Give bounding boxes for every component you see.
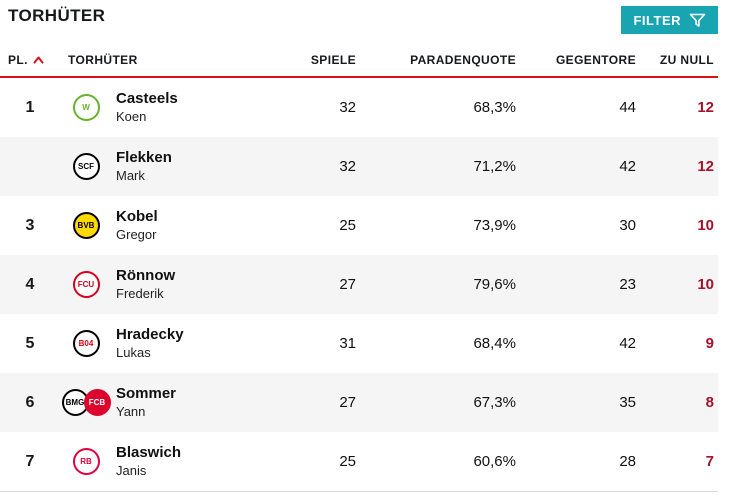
club-logos: BVB — [60, 212, 112, 239]
clean-sheets-cell: 10 — [697, 217, 714, 234]
place-cell: 1 — [25, 98, 35, 116]
games-cell: 25 — [339, 453, 356, 470]
save-rate-cell: 71,2% — [473, 158, 516, 175]
goals-against-cell: 44 — [619, 99, 636, 116]
goalkeeper-stats-widget: TORHÜTER FILTER PL. TORHÜTER SPIELE — [0, 0, 718, 492]
chevron-up-icon — [33, 56, 44, 64]
save-rate-cell: 67,3% — [473, 394, 516, 411]
club-logos: B04 — [60, 330, 112, 357]
player-last-name: Blaswich — [116, 444, 182, 461]
leverkusen-logo: B04 — [72, 330, 100, 357]
clean-sheets-cell: 8 — [705, 394, 714, 411]
column-header-clean-sheets[interactable]: ZU NULL — [659, 53, 714, 67]
player-name-cell: Rönnow Frederik — [112, 267, 290, 302]
table-row[interactable]: SCF Flekken Mark 32 71,2% 42 12 — [0, 137, 718, 196]
table-row[interactable]: 7 RB Blaswich Janis 25 60,6% 28 7 — [0, 432, 718, 491]
table-row[interactable]: 5 B04 Hradecky Lukas 31 68,4% 42 9 — [0, 314, 718, 373]
column-header-place-label: PL. — [8, 53, 28, 67]
player-first-name: Janis — [116, 462, 147, 478]
column-header-place[interactable]: PL. — [0, 53, 60, 67]
goals-against-cell: 35 — [619, 394, 636, 411]
player-first-name: Yann — [116, 403, 146, 419]
games-cell: 25 — [339, 217, 356, 234]
club-logos: BMG FCB — [60, 389, 112, 416]
goals-against-cell: 42 — [619, 158, 636, 175]
club-logos: SCF — [60, 153, 112, 180]
dortmund-logo: BVB — [72, 212, 100, 239]
player-last-name: Hradecky — [116, 326, 184, 343]
column-header-player[interactable]: TORHÜTER — [68, 53, 138, 67]
clean-sheets-cell: 7 — [705, 453, 714, 470]
goals-against-cell: 28 — [619, 453, 636, 470]
games-cell: 27 — [339, 394, 356, 411]
table-row[interactable]: 6 BMG FCB Sommer Yann 27 67,3% 35 8 — [0, 373, 718, 432]
wolfsburg-logo: W — [72, 94, 100, 121]
leipzig-logo: RB — [72, 448, 100, 475]
place-cell: 6 — [25, 393, 35, 411]
column-header-goals-against[interactable]: GEGENTORE — [555, 53, 636, 67]
games-cell: 32 — [339, 99, 356, 116]
clean-sheets-cell: 12 — [697, 158, 714, 175]
player-first-name: Frederik — [116, 285, 164, 301]
topbar: TORHÜTER FILTER — [0, 0, 718, 44]
save-rate-cell: 73,9% — [473, 217, 516, 234]
player-name-cell: Hradecky Lukas — [112, 326, 290, 361]
player-name-cell: Sommer Yann — [112, 385, 290, 420]
place-cell: 3 — [25, 216, 35, 234]
clean-sheets-cell: 10 — [697, 276, 714, 293]
clean-sheets-cell: 12 — [697, 99, 714, 116]
filter-button-label: FILTER — [633, 12, 681, 28]
table-row[interactable]: 4 FCU Rönnow Frederik 27 79,6% 23 10 — [0, 255, 718, 314]
games-cell: 31 — [339, 335, 356, 352]
save-rate-cell: 68,3% — [473, 99, 516, 116]
bayern-logo: FCB — [83, 389, 111, 416]
freiburg-logo: SCF — [72, 153, 100, 180]
club-logos: FCU — [60, 271, 112, 298]
place-cell: 7 — [25, 452, 35, 470]
filter-button[interactable]: FILTER — [621, 6, 718, 34]
place-cell: 4 — [25, 275, 35, 293]
column-header-games[interactable]: SPIELE — [310, 53, 356, 67]
player-last-name: Rönnow — [116, 267, 176, 284]
player-first-name: Lukas — [116, 344, 151, 360]
page-title: TORHÜTER — [8, 6, 106, 25]
player-first-name: Mark — [116, 167, 145, 183]
player-name-cell: Blaswich Janis — [112, 444, 290, 479]
clean-sheets-cell: 9 — [705, 335, 714, 352]
games-cell: 27 — [339, 276, 356, 293]
player-name-cell: Flekken Mark — [112, 149, 290, 184]
goals-against-cell: 30 — [619, 217, 636, 234]
player-name-cell: Casteels Koen — [112, 90, 290, 125]
goalkeeper-table: PL. TORHÜTER SPIELE PARADENQUOTE GEGENTO… — [0, 44, 718, 492]
player-first-name: Koen — [116, 108, 147, 124]
player-first-name: Gregor — [116, 226, 157, 242]
player-last-name: Kobel — [116, 208, 158, 225]
column-header-save-rate[interactable]: PARADENQUOTE — [410, 53, 516, 67]
save-rate-cell: 60,6% — [473, 453, 516, 470]
table-header-row: PL. TORHÜTER SPIELE PARADENQUOTE GEGENTO… — [0, 44, 718, 78]
player-last-name: Sommer — [116, 385, 177, 402]
goals-against-cell: 42 — [619, 335, 636, 352]
save-rate-cell: 79,6% — [473, 276, 516, 293]
goals-against-cell: 23 — [619, 276, 636, 293]
table-body: 1 W Casteels Koen 32 68,3% 44 12 SCF Fle… — [0, 78, 718, 491]
games-cell: 32 — [339, 158, 356, 175]
save-rate-cell: 68,4% — [473, 335, 516, 352]
union-berlin-logo: FCU — [72, 271, 100, 298]
player-last-name: Flekken — [116, 149, 172, 166]
filter-funnel-icon — [689, 13, 706, 28]
club-logos: RB — [60, 448, 112, 475]
place-cell: 5 — [25, 334, 35, 352]
player-last-name: Casteels — [116, 90, 178, 107]
table-row[interactable]: 1 W Casteels Koen 32 68,3% 44 12 — [0, 78, 718, 137]
player-name-cell: Kobel Gregor — [112, 208, 290, 243]
table-row[interactable]: 3 BVB Kobel Gregor 25 73,9% 30 10 — [0, 196, 718, 255]
club-logos: W — [60, 94, 112, 121]
